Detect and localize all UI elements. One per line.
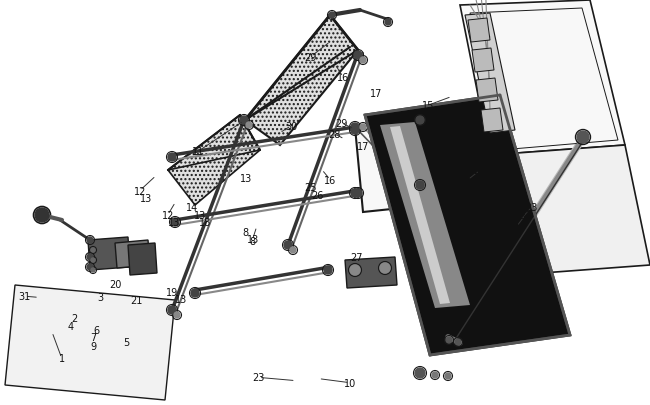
Polygon shape bbox=[481, 109, 503, 133]
Polygon shape bbox=[355, 121, 430, 213]
Text: 9: 9 bbox=[90, 341, 96, 351]
Text: 26: 26 bbox=[311, 190, 324, 200]
Text: 13: 13 bbox=[140, 194, 152, 203]
Circle shape bbox=[35, 209, 49, 222]
Circle shape bbox=[354, 190, 362, 198]
Polygon shape bbox=[245, 16, 358, 146]
Text: 29: 29 bbox=[304, 53, 317, 62]
Polygon shape bbox=[365, 96, 570, 355]
Text: 8: 8 bbox=[242, 228, 249, 238]
Polygon shape bbox=[168, 116, 260, 205]
Circle shape bbox=[351, 124, 359, 132]
Text: 14: 14 bbox=[186, 202, 198, 212]
Circle shape bbox=[385, 20, 391, 26]
Text: 18: 18 bbox=[199, 218, 211, 228]
Polygon shape bbox=[380, 123, 470, 308]
Circle shape bbox=[168, 153, 176, 162]
Circle shape bbox=[240, 117, 248, 125]
Text: 27: 27 bbox=[350, 252, 363, 262]
Text: 31: 31 bbox=[19, 292, 31, 301]
Text: 5: 5 bbox=[124, 337, 130, 347]
Polygon shape bbox=[468, 19, 490, 43]
Text: 17: 17 bbox=[369, 89, 382, 99]
Text: 10: 10 bbox=[344, 378, 356, 388]
Polygon shape bbox=[460, 1, 625, 156]
Text: 1: 1 bbox=[58, 354, 65, 363]
Circle shape bbox=[432, 372, 438, 378]
Circle shape bbox=[351, 127, 359, 135]
Text: 2: 2 bbox=[72, 313, 78, 323]
Text: 12: 12 bbox=[161, 211, 174, 220]
Text: 11: 11 bbox=[192, 147, 204, 157]
Text: 16: 16 bbox=[324, 175, 336, 185]
Text: 13: 13 bbox=[168, 218, 180, 228]
Polygon shape bbox=[465, 14, 515, 134]
Text: 23: 23 bbox=[525, 202, 538, 212]
Text: 13: 13 bbox=[240, 174, 252, 184]
Text: 7: 7 bbox=[90, 332, 96, 342]
Circle shape bbox=[87, 264, 93, 270]
Circle shape bbox=[415, 368, 425, 378]
Text: 4: 4 bbox=[67, 321, 73, 331]
Circle shape bbox=[87, 237, 93, 243]
Text: 24: 24 bbox=[473, 166, 486, 176]
Circle shape bbox=[577, 132, 589, 144]
Circle shape bbox=[91, 248, 95, 252]
Text: 23: 23 bbox=[252, 373, 265, 382]
Circle shape bbox=[91, 258, 95, 262]
Text: 13: 13 bbox=[248, 235, 259, 245]
Circle shape bbox=[416, 117, 424, 125]
Text: 15: 15 bbox=[421, 101, 434, 111]
Circle shape bbox=[329, 13, 335, 19]
Text: 6: 6 bbox=[93, 325, 99, 335]
Circle shape bbox=[174, 312, 180, 318]
Circle shape bbox=[168, 306, 176, 314]
Circle shape bbox=[354, 52, 362, 60]
Circle shape bbox=[87, 254, 93, 260]
Circle shape bbox=[360, 125, 366, 131]
Circle shape bbox=[350, 265, 360, 275]
Text: 3: 3 bbox=[98, 293, 104, 303]
Text: 17: 17 bbox=[356, 142, 369, 151]
Polygon shape bbox=[390, 127, 450, 304]
Circle shape bbox=[284, 241, 292, 249]
Circle shape bbox=[455, 339, 461, 345]
Text: 22: 22 bbox=[519, 211, 532, 220]
Text: 13: 13 bbox=[175, 295, 187, 305]
Polygon shape bbox=[490, 146, 650, 275]
Circle shape bbox=[416, 181, 424, 190]
Polygon shape bbox=[88, 237, 130, 270]
Text: 12: 12 bbox=[133, 186, 146, 196]
Polygon shape bbox=[472, 49, 494, 73]
Circle shape bbox=[445, 373, 451, 379]
Text: 21: 21 bbox=[130, 296, 143, 305]
Circle shape bbox=[171, 218, 179, 226]
Circle shape bbox=[91, 269, 95, 272]
Text: 25: 25 bbox=[304, 182, 317, 192]
Circle shape bbox=[351, 190, 359, 198]
Circle shape bbox=[191, 289, 199, 297]
Polygon shape bbox=[5, 285, 175, 400]
Text: 8: 8 bbox=[249, 236, 255, 246]
Text: 20: 20 bbox=[109, 279, 122, 289]
Circle shape bbox=[290, 247, 296, 254]
Text: 16: 16 bbox=[337, 73, 349, 83]
Text: 13: 13 bbox=[194, 211, 206, 220]
Polygon shape bbox=[115, 241, 150, 269]
Circle shape bbox=[246, 123, 252, 129]
Polygon shape bbox=[476, 79, 498, 103]
Text: 30: 30 bbox=[285, 122, 297, 131]
Text: 29: 29 bbox=[335, 119, 348, 128]
Circle shape bbox=[446, 337, 452, 343]
Circle shape bbox=[360, 58, 366, 64]
Text: 19: 19 bbox=[166, 288, 178, 297]
Circle shape bbox=[324, 266, 332, 274]
Polygon shape bbox=[345, 257, 397, 288]
Circle shape bbox=[380, 263, 390, 273]
Polygon shape bbox=[128, 243, 157, 275]
Text: 28: 28 bbox=[328, 130, 341, 139]
